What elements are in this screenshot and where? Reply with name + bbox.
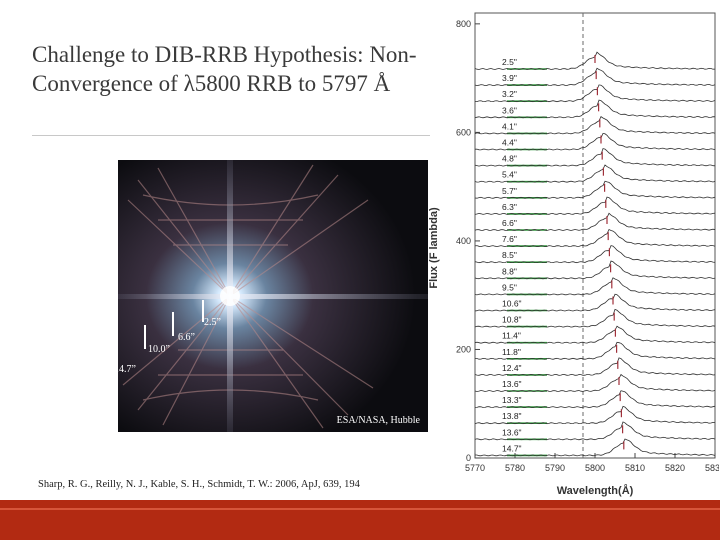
red-rectangle-nebula-image: 2.5” 6.6” 10.0” 14.7” ESA/NASA, Hubble bbox=[112, 160, 428, 432]
x-tick-label: 5830 bbox=[705, 463, 719, 473]
spectrum-offset-label: 3.6" bbox=[502, 105, 517, 115]
spectrum-offset-label: 11.4" bbox=[502, 331, 521, 341]
spectrum-offset-label: 4.4" bbox=[502, 138, 517, 148]
spectrum-trace bbox=[474, 180, 716, 199]
spectrum-offset-label: 12.4" bbox=[502, 363, 522, 373]
spectrum-offset-label: 9.5" bbox=[502, 282, 517, 292]
x-tick-label: 5810 bbox=[625, 463, 645, 473]
spectrum-trace bbox=[474, 115, 716, 135]
spectrum-trace bbox=[475, 438, 716, 457]
spectrum-trace bbox=[474, 260, 716, 280]
nebula-picture bbox=[118, 160, 428, 432]
spectrum-offset-label: 8.5" bbox=[502, 250, 517, 260]
spectrum-offset-label: 4.1" bbox=[502, 121, 517, 131]
y-tick-label: 200 bbox=[456, 344, 471, 354]
spectrum-trace bbox=[474, 164, 716, 183]
spectrum-trace bbox=[474, 245, 716, 264]
spectrum-offset-label: 13.8" bbox=[502, 411, 522, 421]
offset-marker bbox=[172, 312, 174, 336]
offset-marker bbox=[144, 325, 146, 349]
spectrum-trace bbox=[474, 228, 716, 248]
spectrum-offset-label: 13.6" bbox=[502, 427, 522, 437]
y-tick-label: 0 bbox=[466, 453, 471, 463]
offset-marker bbox=[202, 300, 204, 322]
spectrum-trace bbox=[474, 390, 716, 409]
y-axis-label: Flux (F lambda) bbox=[428, 207, 440, 289]
spectrum-offset-label: 6.3" bbox=[502, 202, 517, 212]
citation: Sharp, R. G., Reilly, N. J., Kable, S. H… bbox=[38, 479, 360, 490]
spectrum-trace bbox=[474, 212, 716, 231]
offset-label-2-5: 2.5” bbox=[204, 317, 221, 328]
spectrum-offset-label: 4.8" bbox=[502, 154, 517, 164]
spectrum-trace bbox=[474, 196, 716, 215]
x-tick-label: 5820 bbox=[665, 463, 685, 473]
spectrum-offset-label: 2.5" bbox=[502, 57, 517, 67]
spectrum-trace bbox=[474, 67, 716, 87]
spectrum-trace bbox=[474, 357, 716, 376]
spectrum-trace bbox=[474, 421, 716, 441]
spectrum-trace bbox=[474, 99, 716, 119]
spectrum-trace bbox=[474, 373, 716, 392]
spectrum-trace bbox=[474, 325, 716, 344]
spectrum-offset-label: 7.6" bbox=[502, 234, 517, 244]
spectrum-offset-label: 10.6" bbox=[502, 299, 522, 309]
spectrum-offset-label: 5.7" bbox=[502, 186, 517, 196]
plot-frame bbox=[474, 12, 716, 459]
y-tick-label: 400 bbox=[456, 236, 471, 246]
image-credit: ESA/NASA, Hubble bbox=[336, 415, 420, 426]
spectrum-trace bbox=[474, 277, 716, 296]
spectrum-offset-label: 3.9" bbox=[502, 73, 517, 83]
spectrum-offset-label: 8.8" bbox=[502, 266, 517, 276]
x-tick-label: 5800 bbox=[585, 463, 605, 473]
spectrum-offset-label: 13.3" bbox=[502, 395, 522, 405]
spectrum-offset-label: 14.7" bbox=[502, 443, 522, 453]
spectrum-offset-label: 6.6" bbox=[502, 218, 517, 228]
spectrum-trace bbox=[474, 405, 716, 425]
spectrum-offset-label: 13.6" bbox=[502, 379, 522, 389]
spectrum-offset-label: 5.4" bbox=[502, 170, 517, 180]
spectrum-offset-label: 10.8" bbox=[502, 315, 522, 325]
spectrum-trace bbox=[474, 148, 716, 167]
title-divider bbox=[32, 135, 430, 136]
spectrum-chart: 0 200 400 600 800 5770 5780 5790 5800 5810 5820 58… bbox=[428, 12, 719, 497]
offset-marker bbox=[112, 338, 114, 360]
y-tick-label: 600 bbox=[456, 127, 471, 137]
spectrum-offset-label: 3.2" bbox=[502, 89, 517, 99]
spectrum-trace bbox=[474, 341, 716, 360]
spectrum-trace bbox=[474, 84, 716, 103]
spectrum-offset-label: 11.8" bbox=[502, 347, 521, 357]
offset-label-6-6: 6.6” bbox=[178, 332, 195, 343]
offset-label-14-7: 14.7” bbox=[114, 364, 136, 375]
spectrum-trace bbox=[474, 132, 716, 151]
spectrum-trace bbox=[474, 308, 716, 328]
spectrum-trace bbox=[474, 293, 716, 312]
x-tick-label: 5790 bbox=[545, 463, 565, 473]
x-axis-label: Wavelength(Å) bbox=[557, 484, 634, 497]
footer-stripe bbox=[0, 508, 720, 510]
x-tick-label: 5770 bbox=[465, 463, 485, 473]
slide-title: Challenge to DIB-RRB Hypothesis: Non-Con… bbox=[32, 42, 417, 96]
offset-label-10-0: 10.0” bbox=[148, 344, 170, 355]
y-tick-label: 800 bbox=[456, 19, 471, 29]
x-tick-label: 5780 bbox=[505, 463, 525, 473]
footer-bar bbox=[0, 500, 720, 540]
